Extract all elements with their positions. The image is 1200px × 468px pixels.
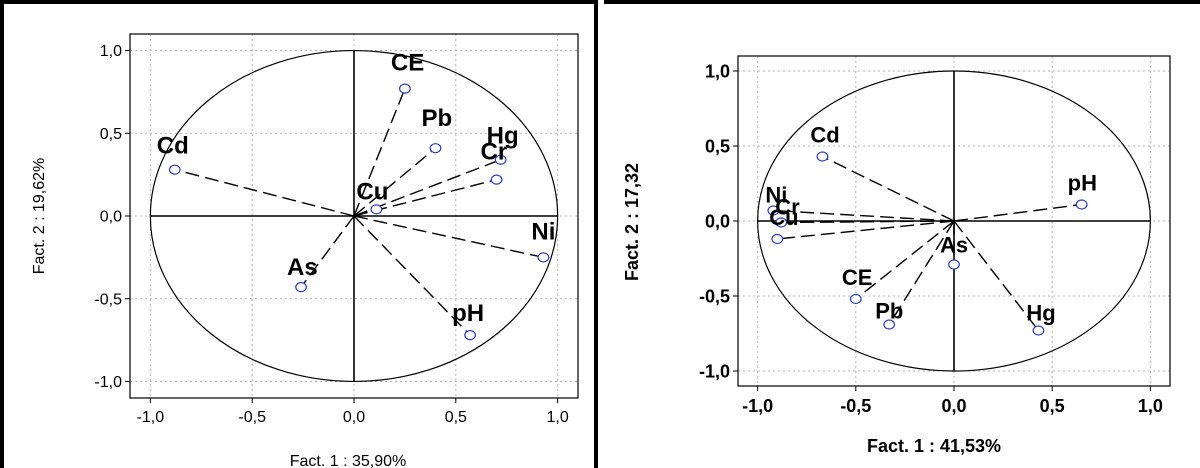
loading-vector-cr — [781, 220, 955, 224]
loading-vector-cd — [822, 155, 955, 222]
point-marker-as — [295, 282, 307, 293]
x-tick-label: 0,5 — [1040, 396, 1065, 416]
x-tick-label: 1,0 — [547, 409, 569, 426]
point-label-hg: Hg — [1026, 301, 1055, 326]
loading-vector-ce — [353, 88, 406, 217]
point-label-cr: Cr — [481, 139, 508, 166]
loading-vector-cu — [777, 220, 955, 240]
x-tick-label: -1,0 — [137, 409, 165, 426]
point-marker-cd — [168, 164, 181, 175]
loading-vector-hg — [953, 220, 1039, 331]
point-marker-cu — [370, 204, 383, 215]
point-marker-ni — [767, 205, 780, 216]
loading-vector-pb — [888, 220, 955, 325]
point-label-cu: Cu — [356, 178, 388, 205]
point-marker-ni — [537, 252, 550, 263]
point-marker-cr — [490, 174, 503, 185]
loading-vector-cu — [353, 208, 377, 217]
y-tick-label: -1,0 — [699, 361, 730, 381]
y-tick-label: 0,0 — [705, 211, 730, 231]
point-label-pb: Pb — [875, 299, 903, 324]
loading-vector-ph — [953, 203, 1082, 222]
x-axis-label: Fact. 1 : 41,53% — [867, 436, 1001, 456]
loading-vector-ph — [353, 215, 471, 336]
point-label-ce: CE — [391, 50, 424, 77]
y-tick-label: 0,5 — [705, 136, 730, 156]
left-chart-panel: -1,0 -0,5 0,0 0,5 1,0 1,0 0,5 0,0 -0,5 -1,0 Fact. … — [0, 0, 598, 468]
left-pca-chart: -1,0 -0,5 0,0 0,5 1,0 1,0 0,5 0,0 -0,5 -1,0 Fact. … — [31, 33, 579, 468]
x-tick-label: -0,5 — [238, 409, 266, 426]
point-marker-ce — [849, 293, 862, 305]
loading-vector-ce — [855, 220, 955, 300]
x-tick-label: -1,0 — [742, 396, 773, 416]
point-marker-ce — [399, 83, 411, 94]
point-label-ni: Ni — [765, 183, 787, 208]
loading-vector-pb — [353, 147, 436, 217]
point-marker-pb — [883, 319, 896, 330]
y-tick-label: 0,0 — [100, 209, 122, 226]
x-tick-label: -0,5 — [840, 396, 871, 416]
x-tick-label: 1,0 — [1138, 396, 1163, 416]
point-marker-cr — [775, 217, 788, 228]
point-label-cr: Cr — [775, 195, 800, 220]
y-tick-label: 1,0 — [100, 43, 122, 60]
point-marker-ph — [464, 330, 476, 341]
x-tick-label: 0,0 — [343, 409, 365, 426]
point-label-ce: CE — [842, 265, 873, 290]
loading-vector-as — [300, 215, 355, 288]
y-axis-label: Fact. 2 : 19,62% — [31, 158, 48, 275]
point-label-as: As — [940, 233, 968, 258]
y-tick-label: 1,0 — [705, 61, 730, 81]
point-label-cu: Cu — [769, 205, 798, 230]
point-marker-hg — [1032, 325, 1045, 336]
point-label-ph: pH — [1068, 171, 1097, 196]
point-label-pb: Pb — [421, 105, 452, 132]
point-marker-hg — [494, 154, 507, 165]
y-tick-label: -0,5 — [699, 286, 730, 306]
x-axis-label: Fact. 1 : 35,90% — [290, 453, 407, 468]
loading-vector-ni — [773, 209, 955, 222]
point-marker-as — [948, 259, 960, 270]
point-label-cd: Cd — [157, 133, 189, 160]
point-marker-ph — [1075, 199, 1088, 210]
point-marker-cd — [816, 151, 829, 162]
point-label-hg: Hg — [487, 123, 519, 150]
y-axis-label: Fact. 2 : 17,32 — [622, 163, 642, 281]
y-tick-label: -0,5 — [94, 291, 122, 308]
right-pca-chart: -1,0 -0,5 0,0 0,5 1,0 1,0 0,5 0,0 -0,5 -1,0 Fact. … — [622, 55, 1171, 456]
x-tick-label: 0,5 — [445, 409, 467, 426]
point-marker-cu — [771, 233, 784, 245]
loading-vector-ni — [353, 215, 544, 259]
point-label-cd: Cd — [810, 123, 839, 148]
y-tick-label: -1,0 — [94, 374, 122, 391]
point-marker-pb — [429, 143, 442, 154]
y-tick-label: 0,5 — [100, 126, 122, 143]
point-label-as: As — [287, 254, 318, 281]
right-chart-panel: -1,0 -0,5 0,0 0,5 1,0 1,0 0,5 0,0 -0,5 -1,0 Fact. … — [604, 0, 1200, 468]
x-tick-label: 0,0 — [941, 396, 966, 416]
loading-vector-cd — [174, 168, 355, 217]
point-label-ph: pH — [452, 300, 484, 327]
point-label-ni: Ni — [531, 218, 555, 245]
